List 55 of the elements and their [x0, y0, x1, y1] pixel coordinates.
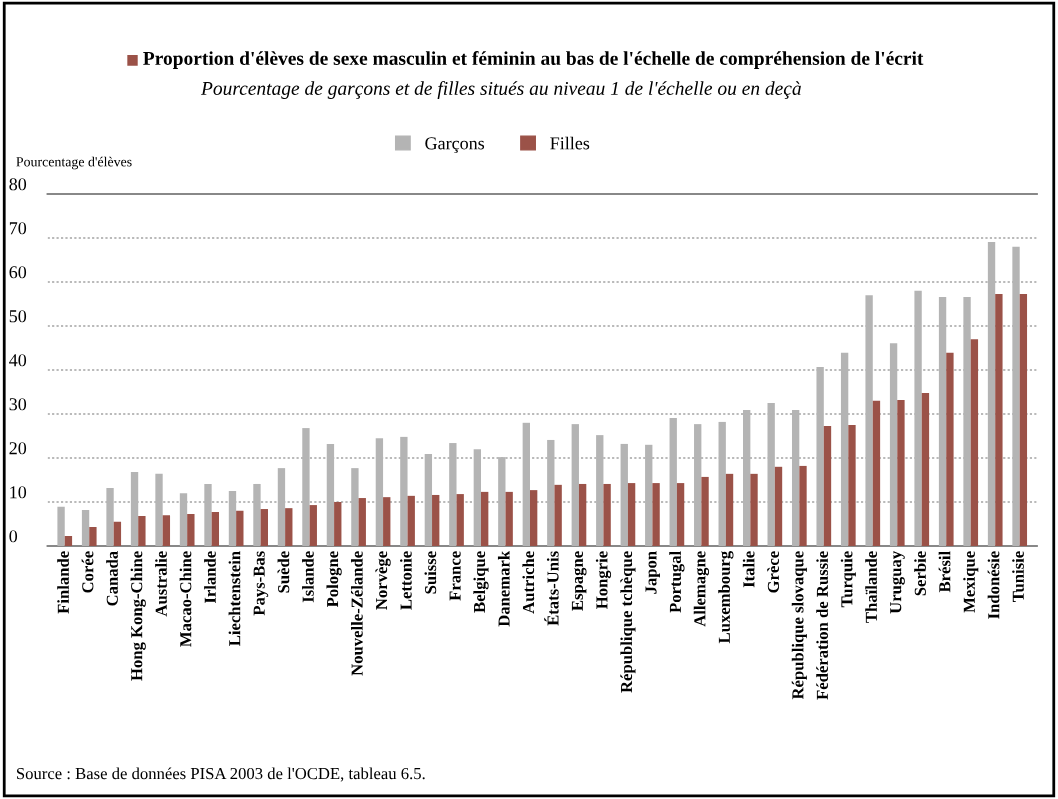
- x-tick-label: République slovaque: [791, 551, 807, 700]
- x-tick-label: Danemark: [497, 550, 510, 627]
- y-tick-label: 20: [9, 442, 27, 455]
- y-tick-label: 60: [9, 266, 27, 279]
- y-tick-label: 40: [9, 354, 27, 367]
- x-tick-label: Finlande: [57, 551, 69, 614]
- x-tick-label: Thaïlande: [865, 551, 877, 623]
- x-tick-label: Luxembourg: [718, 551, 734, 644]
- x-tick-label: Allemagne: [693, 551, 710, 627]
- x-tick-label: Nouvelle-Zélande: [351, 551, 363, 676]
- chart-subtitle: Pourcentage de garçons et de filles situés au niveau 1 de l'échelle ou en deçà: [200, 81, 801, 99]
- legend-label: Garçons: [425, 137, 485, 154]
- legend-label: Filles: [550, 136, 590, 150]
- x-tick-label: Tunisie: [1012, 551, 1024, 602]
- x-tick-label: Hongrie: [595, 551, 612, 609]
- x-tick-label: Liechtenstein: [228, 551, 241, 646]
- x-tick-label: Hong Kong-Chine: [130, 551, 146, 681]
- x-tick-label: Japon: [645, 551, 660, 594]
- x-tick-label: Italie: [742, 551, 755, 588]
- source-note: Source : Base de données PISA 2003 de l'OCDE, tableau 6.5.: [16, 767, 425, 782]
- y-tick-label: 0: [9, 530, 18, 543]
- x-tick-label: Grèce: [767, 551, 780, 593]
- chart-title: Proportion d'élèves de sexe masculin et féminin au bas de l'échelle de compréhension de l'écrit: [143, 51, 924, 69]
- x-tick-label: Corée: [81, 551, 94, 593]
- x-tick-label: Turquie: [840, 551, 856, 608]
- y-tick-label: 70: [9, 222, 27, 235]
- x-tick-label: Macao-Chine: [179, 551, 192, 647]
- y-tick-label: 10: [10, 486, 27, 499]
- x-tick-label: Pays-Bas: [253, 551, 269, 616]
- x-tick-label: République tchèque: [620, 551, 636, 693]
- y-tick-label: 50: [9, 310, 27, 323]
- x-tick-label: Serbie: [914, 551, 926, 596]
- x-tick-label: Suisse: [424, 551, 437, 594]
- x-tick-label: Portugal: [669, 551, 685, 613]
- x-tick-label: Autriche: [522, 551, 535, 614]
- x-tick-label: Espagne: [571, 551, 587, 611]
- x-tick-label: Australie: [155, 551, 167, 617]
- x-tick-label: Suède: [277, 551, 290, 593]
- x-tick-label: Irlande: [204, 551, 216, 604]
- x-tick-label: Mexique: [963, 551, 979, 613]
- x-tick-label: Uruguay: [890, 551, 905, 614]
- x-tick-label: Pologne: [326, 551, 342, 608]
- x-tick-label: Norvège: [375, 551, 391, 610]
- x-tick-label: Belgique: [473, 551, 489, 613]
- x-tick-label: Indonésie: [987, 551, 1000, 619]
- x-tick-label: Lettonie: [400, 551, 412, 610]
- x-tick-label: Islande: [302, 551, 314, 603]
- y-axis-title: Pourcentage d'élèves: [16, 156, 132, 170]
- x-tick-label: Canada: [106, 551, 118, 606]
- y-tick-label: 80: [9, 178, 27, 191]
- x-tick-label: États-Unis: [544, 551, 559, 626]
- x-tick-label: France: [449, 551, 461, 601]
- x-tick-label: Fédération de Russie: [816, 551, 829, 700]
- x-tick-label: Brésil: [938, 551, 951, 593]
- y-tick-label: 30: [9, 398, 27, 411]
